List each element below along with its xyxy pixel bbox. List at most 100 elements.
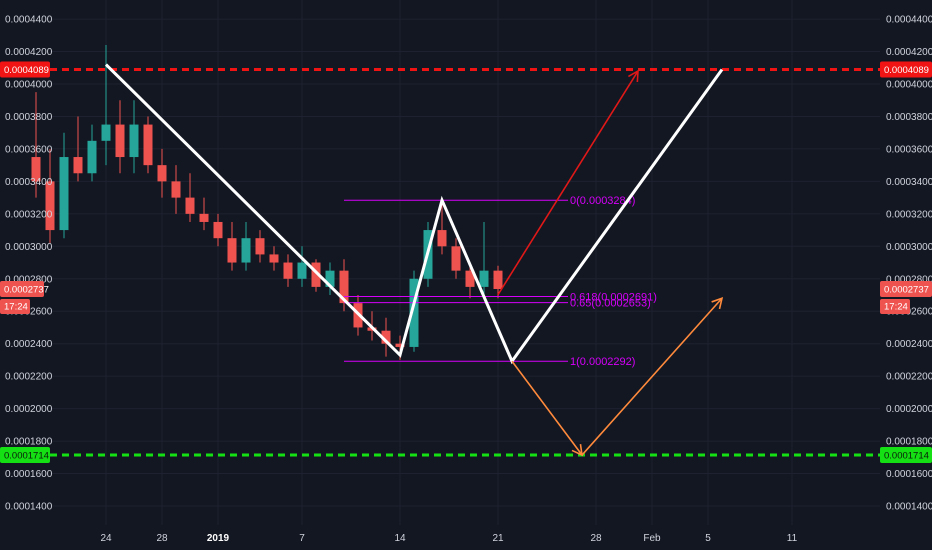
x-tick-label: 24: [100, 533, 112, 544]
candle-body: [437, 230, 447, 247]
candle-body: [493, 270, 503, 289]
price-tag-label: 0.0002737: [4, 284, 49, 295]
price-tag-label: 17:24: [884, 301, 908, 312]
y-tick-label-left: 0.0003200: [5, 209, 53, 220]
projection-arrow-line: [511, 360, 583, 456]
candle-body: [325, 270, 335, 287]
price-tag-label: 0.0001714: [884, 451, 929, 462]
y-tick-label-left: 0.0002000: [5, 404, 53, 415]
y-tick-label-right: 0.0002000: [886, 404, 932, 415]
price-tag-label: 0.0002737: [884, 284, 929, 295]
candle-body: [269, 254, 279, 263]
y-tick-label-left: 0.0001400: [5, 502, 53, 513]
pattern-drawings[interactable]: [104, 63, 724, 457]
y-tick-label-right: 0.0003600: [886, 144, 932, 155]
horizontal-levels: [50, 68, 880, 457]
price-tag-label: 0.0004089: [884, 65, 929, 76]
candle-body: [227, 238, 237, 263]
price-tag-label: 0.0001714: [4, 451, 49, 462]
price-tag-box: [880, 447, 932, 464]
price-tag-box: [0, 298, 30, 314]
candle-body: [395, 343, 405, 347]
x-tick-label: Feb: [643, 533, 661, 544]
price-tag-label: 17:24: [4, 301, 28, 312]
candle-body: [31, 157, 41, 182]
y-tick-label-right: 0.0003200: [886, 209, 932, 220]
candle-body: [45, 181, 55, 231]
candle-body: [59, 157, 69, 231]
y-tick-label-left: 0.0001600: [5, 469, 53, 480]
y-tick-label-left: 0.0002800: [5, 274, 53, 285]
y-tick-label-left: 0.0003800: [5, 112, 53, 123]
y-tick-label-right: 0.0004200: [886, 47, 932, 58]
y-tick-label-left: 0.0001800: [5, 437, 53, 448]
x-tick-label: 28: [156, 533, 168, 544]
fib-level-label: 0(0.0003284): [570, 195, 635, 207]
y-tick-label-left: 0.0003000: [5, 242, 53, 253]
candle-body: [143, 124, 153, 166]
candle-body: [115, 124, 125, 158]
x-tick-label: 5: [705, 533, 711, 544]
candle-body: [297, 262, 307, 279]
pattern-line: [104, 63, 724, 365]
x-tick-label: 7: [299, 533, 305, 544]
grid-lines: [50, 0, 880, 525]
y-tick-label-right: 0.0002800: [886, 274, 932, 285]
y-tick-label-left: 0.0003400: [5, 177, 53, 188]
y-tick-label-left: 0.0003600: [5, 144, 53, 155]
candle-body: [87, 140, 97, 174]
candle-body: [311, 262, 321, 287]
y-tick-label-right: 0.0003400: [886, 177, 932, 188]
price-tag-box: [0, 280, 44, 297]
price-tag-label: 0.0004089: [4, 65, 49, 76]
projection-arrow-line: [497, 70, 639, 296]
candle-body: [185, 197, 195, 214]
candle-body: [283, 262, 293, 279]
fib-level-label: 0.618(0.0002691): [570, 291, 657, 303]
price-tag-box: [0, 61, 50, 78]
y-tick-label-right: 0.0001400: [886, 502, 932, 513]
y-tick-label-right: 0.0001600: [886, 469, 932, 480]
y-tick-label-right: 0.0003800: [886, 112, 932, 123]
y-tick-label-right: 0.0002200: [886, 372, 932, 383]
candle-body: [157, 165, 167, 182]
y-tick-label-right: 0.0002400: [886, 339, 932, 350]
price-tag-box: [0, 447, 50, 464]
x-tick-label: 11: [787, 533, 798, 544]
candle-body: [479, 270, 489, 287]
candle-body: [73, 157, 83, 174]
y-tick-label-left: 0.0004200: [5, 47, 53, 58]
y-axis-right: 0.0001400 0.0001600 0.0001800 0.0002000 0.00…: [886, 15, 932, 513]
fib-level-label: 1(0.0002292): [570, 356, 635, 368]
y-tick-label-left: 0.0004400: [5, 15, 53, 26]
candle-body: [255, 238, 265, 255]
x-tick-label: 28: [590, 533, 602, 544]
candle-body: [171, 181, 181, 198]
projection-arrow-head: [628, 69, 639, 83]
y-tick-label-left: 0.0002400: [5, 339, 53, 350]
candle-body: [339, 270, 349, 304]
price-tag-box: [880, 61, 932, 78]
candle-body: [409, 278, 419, 347]
projection-arrow-line: [581, 297, 723, 456]
y-tick-label-left: 0.0004000: [5, 80, 53, 91]
candle-body: [129, 124, 139, 158]
y-tick-label-right: 0.0001800: [886, 437, 932, 448]
candle-body: [101, 124, 111, 141]
fib-level-label: 0.65(0.0002653): [570, 298, 651, 310]
x-tick-label: 14: [394, 533, 406, 544]
price-tags: 0.0004089 0.0004089 0.0001714 0.0001714 0.00…: [0, 61, 932, 464]
x-tick-label: 2019: [207, 533, 230, 544]
fibonacci-retracement[interactable]: 0(0.0003284) 0.618(0.0002691)0.65(0.00026…: [344, 195, 657, 368]
y-tick-label-left: 0.0002200: [5, 372, 53, 383]
candle-body: [199, 213, 209, 222]
price-tag-box: [880, 298, 910, 314]
candle-body: [381, 330, 391, 344]
projection-arrow-head: [711, 297, 724, 310]
candle-body: [213, 221, 223, 239]
y-tick-label-right: 0.0003000: [886, 242, 932, 253]
price-tag-box: [880, 280, 932, 297]
candle-body: [451, 246, 461, 271]
candle-body: [241, 238, 251, 263]
